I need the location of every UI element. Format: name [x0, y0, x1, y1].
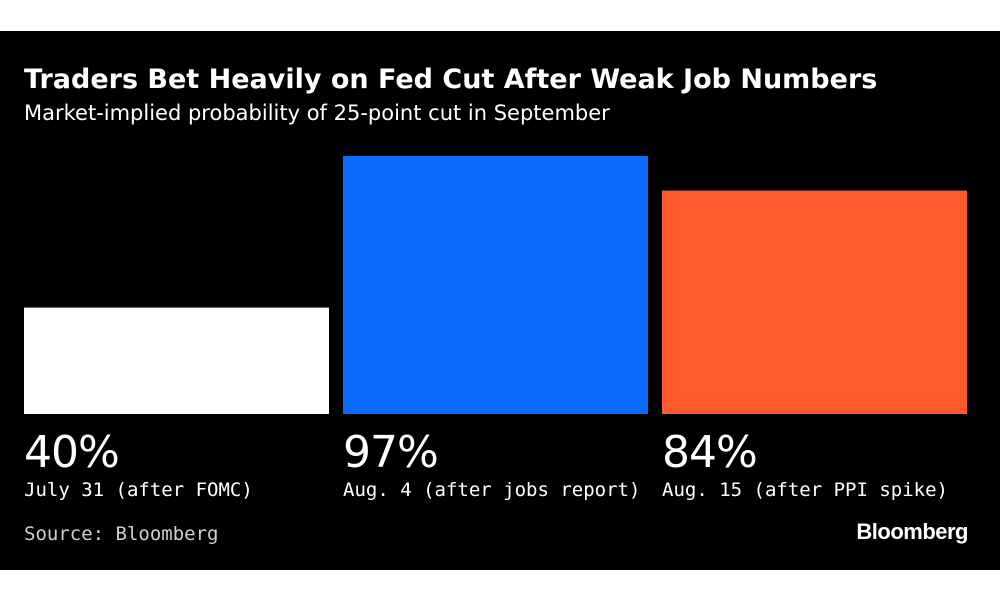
bar-2 — [343, 155, 648, 415]
source-note: Source: Bloomberg — [24, 523, 219, 545]
category-label-2: Aug. 4 (after jobs report) — [343, 479, 641, 501]
chart-title: Traders Bet Heavily on Fed Cut After Wea… — [24, 64, 878, 95]
bar-1 — [24, 307, 329, 414]
bar-value-label-1: 40% — [24, 427, 120, 478]
bar-value-label-3: 84% — [662, 427, 758, 478]
bloomberg-logo: Bloomberg — [856, 519, 968, 544]
bar-value-label-2: 97% — [343, 427, 439, 478]
bar-3 — [662, 190, 967, 414]
chart-subtitle: Market-implied probability of 25-point c… — [24, 101, 610, 125]
category-label-3: Aug. 15 (after PPI spike) — [662, 479, 948, 501]
category-label-1: July 31 (after FOMC) — [24, 479, 253, 501]
